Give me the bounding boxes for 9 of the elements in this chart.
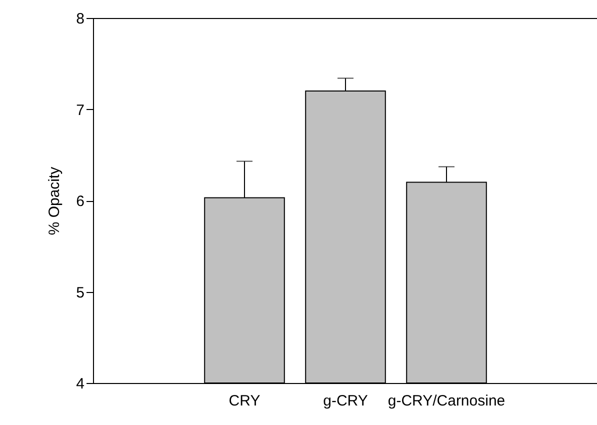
x-tick-label: g-CRY/Carnosine — [388, 392, 506, 410]
x-tick-label: CRY — [228, 392, 260, 410]
y-tick-label: 4 — [76, 376, 84, 392]
y-tick-label: 6 — [76, 193, 84, 210]
y-axis-title: % Opacity — [46, 166, 64, 236]
y-tick-label: 5 — [76, 284, 84, 302]
y-tick-label: 7 — [76, 102, 84, 119]
y-tick-label: 8 — [76, 10, 84, 28]
x-tick-label: g-CRY — [323, 392, 368, 410]
